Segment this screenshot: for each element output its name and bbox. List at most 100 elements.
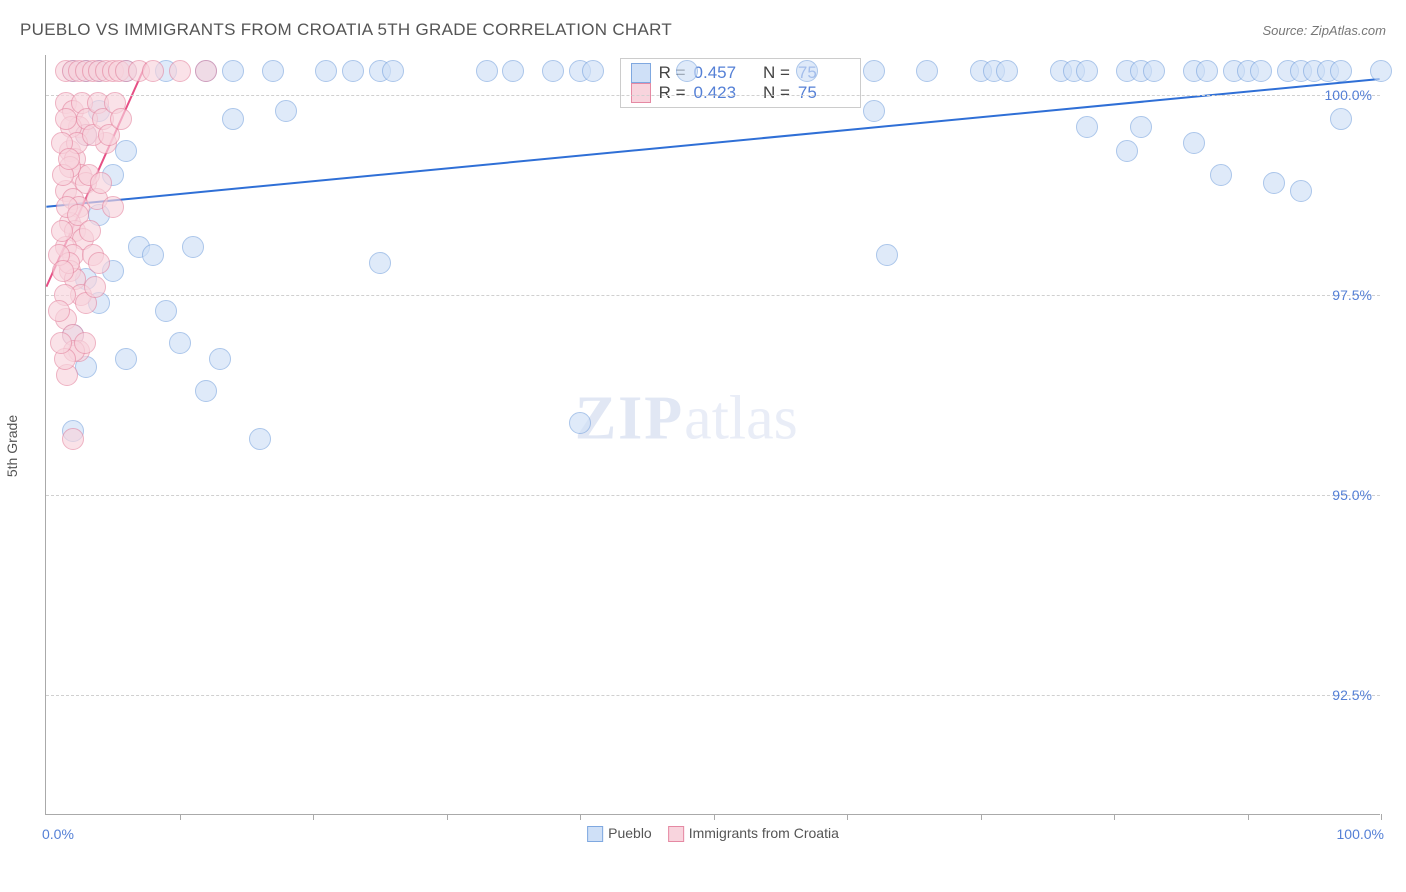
trendlines-layer <box>46 55 1380 814</box>
data-point-pueblo <box>142 244 164 266</box>
data-point-croatia <box>90 172 112 194</box>
data-point-pueblo <box>222 108 244 130</box>
ytick-label: 100.0% <box>1325 87 1372 103</box>
data-point-croatia <box>195 60 217 82</box>
data-point-croatia <box>50 332 72 354</box>
ytick-label: 97.5% <box>1332 287 1372 303</box>
xtick <box>180 814 181 820</box>
data-point-pueblo <box>1263 172 1285 194</box>
data-point-pueblo <box>876 244 898 266</box>
ytick-label: 95.0% <box>1332 487 1372 503</box>
y-axis-label: 5th Grade <box>4 415 20 477</box>
r-label: R = <box>659 83 686 103</box>
xtick <box>714 814 715 820</box>
data-point-pueblo <box>249 428 271 450</box>
data-point-croatia <box>84 276 106 298</box>
data-point-croatia <box>52 260 74 282</box>
correlation-stats-legend: R = 0.457 N = 75 R = 0.423 N = 75 <box>620 58 861 108</box>
data-point-croatia <box>55 108 77 130</box>
xtick <box>847 814 848 820</box>
data-point-pueblo <box>1196 60 1218 82</box>
chart-title: PUEBLO VS IMMIGRANTS FROM CROATIA 5TH GR… <box>20 20 672 40</box>
watermark-bold: ZIP <box>575 385 684 453</box>
data-point-pueblo <box>996 60 1018 82</box>
data-point-croatia <box>110 108 132 130</box>
data-point-croatia <box>88 252 110 274</box>
legend-label-pueblo: Pueblo <box>608 825 652 841</box>
data-point-pueblo <box>569 412 591 434</box>
data-point-pueblo <box>222 60 244 82</box>
gridline <box>46 695 1380 696</box>
n-label: N = <box>754 83 790 103</box>
data-point-pueblo <box>1250 60 1272 82</box>
source-name: ZipAtlas.com <box>1311 23 1386 38</box>
data-point-pueblo <box>369 252 391 274</box>
data-point-croatia <box>79 220 101 242</box>
data-point-pueblo <box>582 60 604 82</box>
data-point-pueblo <box>262 60 284 82</box>
data-point-pueblo <box>182 236 204 258</box>
data-point-pueblo <box>115 348 137 370</box>
data-point-croatia <box>169 60 191 82</box>
data-point-pueblo <box>195 380 217 402</box>
xtick <box>1248 814 1249 820</box>
series-legend: Pueblo Immigrants from Croatia <box>587 825 839 842</box>
r-value-pueblo: 0.457 <box>694 63 746 83</box>
data-point-pueblo <box>1330 108 1352 130</box>
data-point-croatia <box>142 60 164 82</box>
data-point-pueblo <box>863 100 885 122</box>
ytick-label: 92.5% <box>1332 687 1372 703</box>
data-point-pueblo <box>342 60 364 82</box>
watermark: ZIPatlas <box>575 384 798 455</box>
data-point-pueblo <box>155 300 177 322</box>
data-point-pueblo <box>476 60 498 82</box>
data-point-pueblo <box>1370 60 1392 82</box>
xtick <box>1114 814 1115 820</box>
data-point-pueblo <box>315 60 337 82</box>
r-value-croatia: 0.423 <box>694 83 746 103</box>
data-point-croatia <box>58 148 80 170</box>
n-value-croatia: 75 <box>798 83 850 103</box>
data-point-pueblo <box>863 60 885 82</box>
xtick <box>1381 814 1382 820</box>
data-point-pueblo <box>169 332 191 354</box>
swatch-pueblo <box>631 63 651 83</box>
xtick <box>447 814 448 820</box>
data-point-pueblo <box>1290 180 1312 202</box>
data-point-pueblo <box>676 60 698 82</box>
data-point-pueblo <box>1143 60 1165 82</box>
xtick <box>313 814 314 820</box>
data-point-croatia <box>102 196 124 218</box>
gridline <box>46 295 1380 296</box>
n-label: N = <box>754 63 790 83</box>
legend-swatch-croatia <box>668 826 684 842</box>
data-point-croatia <box>51 220 73 242</box>
data-point-pueblo <box>1076 60 1098 82</box>
swatch-croatia <box>631 83 651 103</box>
gridline <box>46 95 1380 96</box>
data-point-pueblo <box>382 60 404 82</box>
legend-item-croatia: Immigrants from Croatia <box>668 825 839 842</box>
data-point-pueblo <box>1183 132 1205 154</box>
data-point-croatia <box>62 428 84 450</box>
legend-label-croatia: Immigrants from Croatia <box>689 825 839 841</box>
stats-row-croatia: R = 0.423 N = 75 <box>631 83 850 103</box>
data-point-croatia <box>74 332 96 354</box>
data-point-pueblo <box>275 100 297 122</box>
legend-item-pueblo: Pueblo <box>587 825 652 842</box>
scatter-plot-area: ZIPatlas R = 0.457 N = 75 R = 0.423 N = … <box>45 55 1380 815</box>
legend-swatch-pueblo <box>587 826 603 842</box>
data-point-pueblo <box>1076 116 1098 138</box>
source-attribution: Source: ZipAtlas.com <box>1262 22 1386 40</box>
data-point-pueblo <box>1130 116 1152 138</box>
data-point-pueblo <box>1116 140 1138 162</box>
data-point-pueblo <box>542 60 564 82</box>
data-point-pueblo <box>916 60 938 82</box>
data-point-pueblo <box>796 60 818 82</box>
data-point-pueblo <box>1330 60 1352 82</box>
watermark-light: atlas <box>684 385 798 453</box>
xtick <box>580 814 581 820</box>
data-point-pueblo <box>1210 164 1232 186</box>
data-point-croatia <box>48 300 70 322</box>
xaxis-max-label: 100.0% <box>1337 826 1384 842</box>
